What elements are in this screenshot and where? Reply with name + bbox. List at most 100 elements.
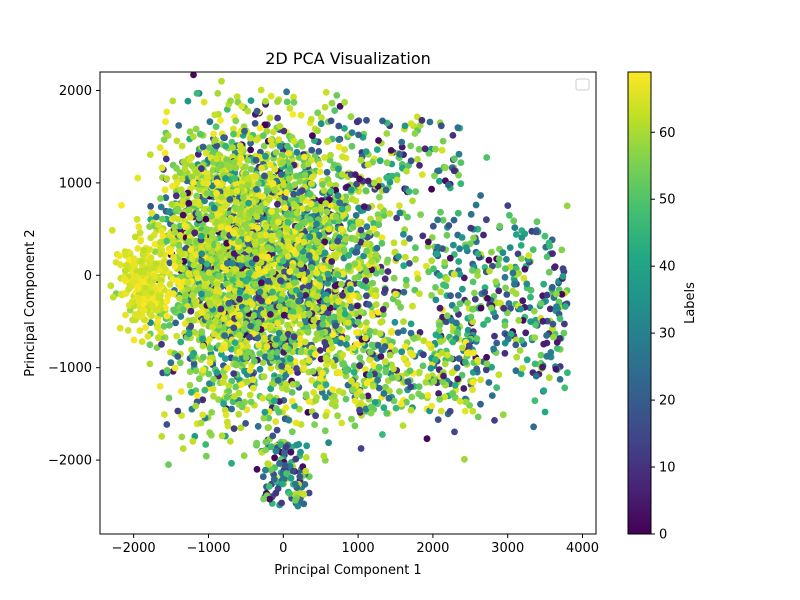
scatter-point [519,297,527,305]
scatter-point [342,236,349,243]
scatter-point [184,278,192,286]
scatter-point [546,242,554,250]
scatter-point [171,214,178,222]
scatter-point [253,213,261,221]
scatter-points [107,72,571,510]
scatter-point [171,262,179,270]
scatter-point [317,375,324,382]
scatter-point [290,333,298,341]
scatter-point [253,186,260,193]
scatter-point [185,330,193,338]
scatter-point [313,293,321,300]
scatter-point [561,303,569,310]
scatter-point [405,188,413,196]
scatter-point [284,364,291,371]
scatter-point [321,154,328,161]
scatter-point [328,344,336,352]
scatter-point [487,304,495,312]
scatter-point [222,202,229,210]
scatter-point [247,139,255,147]
scatter-point [512,367,520,375]
scatter-point [490,345,497,353]
scatter-point [369,312,376,319]
scatter-point [236,311,244,319]
scatter-point [297,260,305,268]
scatter-point [205,269,213,276]
scatter-point [323,168,331,176]
scatter-point [226,285,233,292]
scatter-point [296,177,304,185]
scatter-point [301,153,308,161]
scatter-point [221,373,228,381]
scatter-point [170,254,178,262]
scatter-point [304,160,312,168]
scatter-point [417,211,424,219]
scatter-point [316,282,324,290]
scatter-point [345,252,353,259]
scatter-point [355,131,362,139]
scatter-point [473,365,481,373]
scatter-point [297,448,304,456]
scatter-point [218,253,225,260]
scatter-point [296,244,303,251]
scatter-point [338,419,346,427]
scatter-point [319,265,327,273]
scatter-point [247,146,255,154]
scatter-point [335,143,343,151]
scatter-point [302,467,310,475]
scatter-point [293,209,301,217]
scatter-point [393,176,401,184]
scatter-point [253,465,261,473]
scatter-point [383,409,391,417]
scatter-point [277,171,285,178]
scatter-point [383,174,391,182]
scatter-point [283,88,290,96]
scatter-point [372,270,380,277]
scatter-point [363,240,370,248]
scatter-point [179,445,187,452]
scatter-point [211,111,219,119]
scatter-point [246,366,254,374]
scatter-point [338,315,346,323]
scatter-point [532,372,540,380]
scatter-point [228,138,236,146]
scatter-point [261,172,268,180]
scatter-point [149,302,156,309]
scatter-point [278,499,285,507]
scatter-point [284,330,292,338]
scatter-point [237,424,245,432]
scatter-point [266,170,274,178]
scatter-point [278,362,286,370]
scatter-point [288,428,296,436]
scatter-point [350,368,358,376]
chart-title: 2D PCA Visualization [265,49,431,68]
scatter-point [134,245,142,252]
scatter-point [547,349,555,356]
scatter-point [264,460,272,468]
scatter-point [157,329,165,337]
scatter-point [283,98,291,106]
scatter-point [325,439,332,447]
scatter-point [155,221,162,229]
scatter-point [223,259,231,267]
scatter-point [341,124,348,132]
scatter-point [338,205,346,213]
scatter-point [291,279,298,287]
scatter-point [383,130,391,137]
scatter-point [218,193,225,201]
scatter-point [364,161,372,169]
scatter-point [415,383,423,390]
scatter-point [516,347,524,354]
scatter-point [301,276,308,283]
scatter-point [188,388,195,396]
scatter-point [469,378,477,386]
scatter-point [268,304,275,312]
scatter-point [179,197,187,205]
scatter-point [238,102,246,110]
scatter-point [332,213,340,221]
scatter-point [190,133,197,141]
scatter-point [327,151,334,159]
scatter-point [228,405,236,413]
scatter-point [160,322,168,330]
scatter-point [170,306,177,314]
